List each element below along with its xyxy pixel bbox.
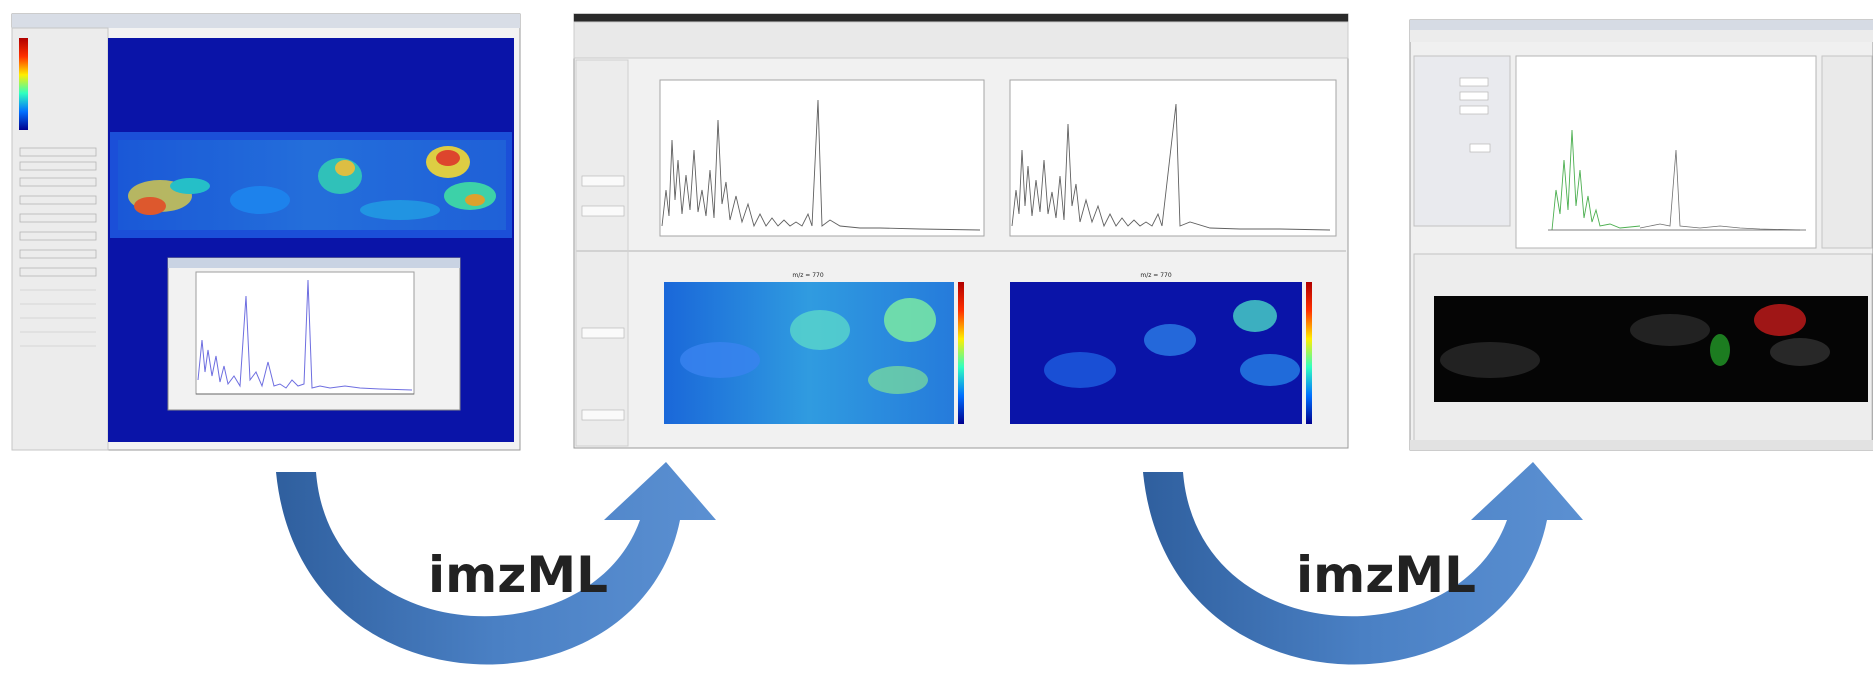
- ion-image-left: [664, 282, 964, 424]
- middle-screenshot: [573, 13, 1349, 449]
- colorbar: [19, 38, 28, 130]
- spectrum-plot-left: [659, 79, 985, 237]
- right-screenshot: [1409, 19, 1873, 451]
- left-screenshot: [11, 13, 521, 451]
- ion-image-title-right: m/z = 770: [1140, 272, 1171, 279]
- arrow-label-2: imzML: [1296, 546, 1476, 604]
- spectrum-plot-right: [1009, 79, 1337, 237]
- conversion-arrow-2: [1143, 462, 1583, 665]
- ion-image-title-left: m/z = 770: [792, 272, 823, 279]
- conversion-arrow-1: [276, 462, 716, 665]
- spectrum-popup-window: [167, 257, 461, 411]
- arrow-label-1: imzML: [428, 546, 608, 604]
- ion-image-right: [1010, 282, 1312, 424]
